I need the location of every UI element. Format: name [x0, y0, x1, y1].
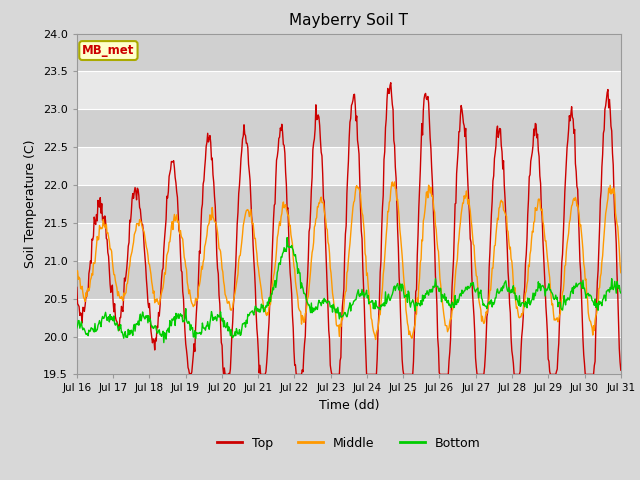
- Bar: [77, 72, 621, 109]
- Title: Mayberry Soil T: Mayberry Soil T: [289, 13, 408, 28]
- Y-axis label: Soil Temperature (C): Soil Temperature (C): [24, 140, 37, 268]
- Bar: [77, 147, 621, 185]
- Bar: [77, 336, 621, 374]
- Bar: [77, 299, 621, 336]
- X-axis label: Time (dd): Time (dd): [319, 399, 379, 412]
- Bar: [77, 34, 621, 72]
- Bar: [77, 223, 621, 261]
- Bar: [77, 185, 621, 223]
- Text: MB_met: MB_met: [82, 44, 134, 57]
- Legend: Top, Middle, Bottom: Top, Middle, Bottom: [212, 432, 486, 455]
- Bar: [77, 109, 621, 147]
- Bar: [77, 261, 621, 299]
